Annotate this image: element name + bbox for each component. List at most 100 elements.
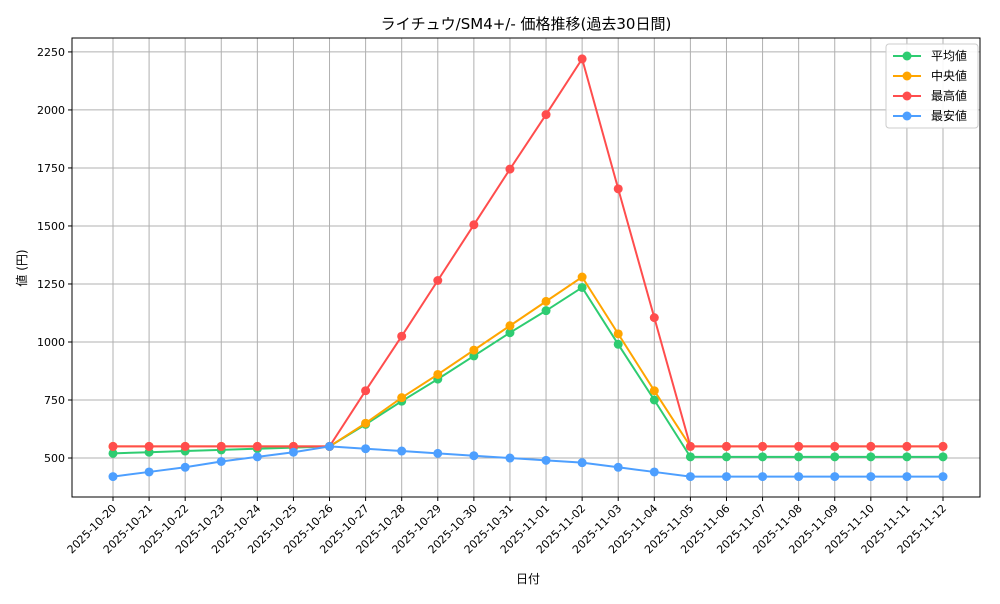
data-point bbox=[180, 441, 190, 451]
data-point bbox=[469, 451, 479, 461]
series-2 bbox=[108, 54, 948, 451]
plot-frame bbox=[71, 37, 981, 498]
data-point bbox=[325, 441, 335, 451]
data-point bbox=[685, 472, 695, 482]
data-point bbox=[649, 313, 659, 323]
data-point bbox=[361, 444, 371, 454]
data-point bbox=[180, 462, 190, 472]
data-point bbox=[216, 456, 226, 466]
data-point bbox=[433, 369, 443, 379]
data-point bbox=[577, 458, 587, 468]
data-point bbox=[938, 452, 948, 462]
data-point bbox=[613, 184, 623, 194]
x-axis-label: 日付 bbox=[516, 572, 540, 586]
legend-marker bbox=[902, 51, 912, 61]
data-point bbox=[108, 441, 118, 451]
y-tick-label: 2000 bbox=[37, 104, 65, 117]
data-point bbox=[902, 452, 912, 462]
data-point bbox=[505, 453, 515, 463]
data-point bbox=[613, 339, 623, 349]
data-point bbox=[577, 282, 587, 292]
y-tick-label: 2250 bbox=[37, 46, 65, 59]
data-point bbox=[758, 452, 768, 462]
data-point bbox=[361, 386, 371, 396]
y-tick-label: 1750 bbox=[37, 162, 65, 175]
data-point bbox=[613, 329, 623, 339]
data-point bbox=[649, 467, 659, 477]
y-tick-label: 1250 bbox=[37, 278, 65, 291]
legend-marker bbox=[902, 111, 912, 121]
series-1 bbox=[108, 272, 948, 451]
data-point bbox=[252, 441, 262, 451]
data-point bbox=[108, 448, 118, 458]
data-point bbox=[397, 446, 407, 456]
data-point bbox=[721, 452, 731, 462]
data-point bbox=[649, 395, 659, 405]
legend-label: 最安値 bbox=[931, 108, 967, 123]
y-tick-label: 500 bbox=[44, 452, 65, 465]
y-tick-label: 1000 bbox=[37, 336, 65, 349]
series-3 bbox=[108, 441, 948, 482]
data-point bbox=[144, 441, 154, 451]
data-point bbox=[144, 467, 154, 477]
series-line bbox=[112, 445, 943, 478]
data-point bbox=[866, 441, 876, 451]
data-point bbox=[794, 452, 804, 462]
data-point bbox=[794, 472, 804, 482]
data-point bbox=[830, 472, 840, 482]
y-axis-label: 値 (円) bbox=[14, 249, 29, 286]
data-point bbox=[541, 110, 551, 120]
data-point bbox=[541, 306, 551, 316]
data-point bbox=[685, 452, 695, 462]
data-point bbox=[758, 472, 768, 482]
data-point bbox=[830, 441, 840, 451]
data-point bbox=[938, 441, 948, 451]
y-tick-label: 1500 bbox=[37, 220, 65, 233]
data-point bbox=[397, 331, 407, 341]
y-tick-label: 750 bbox=[44, 394, 65, 407]
data-point bbox=[577, 272, 587, 282]
data-point bbox=[505, 321, 515, 331]
data-point bbox=[216, 441, 226, 451]
data-point bbox=[397, 393, 407, 403]
data-point bbox=[794, 441, 804, 451]
series-line bbox=[113, 56, 943, 448]
legend-label: 中央値 bbox=[931, 68, 967, 83]
data-point bbox=[541, 296, 551, 306]
data-point bbox=[649, 386, 659, 396]
data-point bbox=[866, 472, 876, 482]
legend-label: 最高値 bbox=[931, 88, 967, 103]
data-point bbox=[361, 418, 371, 428]
data-point bbox=[541, 455, 551, 465]
legend-marker bbox=[902, 91, 912, 101]
data-point bbox=[108, 472, 118, 482]
series-0 bbox=[108, 282, 948, 462]
data-point bbox=[505, 328, 515, 338]
series-line bbox=[112, 286, 943, 458]
data-point bbox=[433, 448, 443, 458]
data-point bbox=[613, 462, 623, 472]
data-point bbox=[433, 275, 443, 285]
series-line bbox=[113, 275, 943, 448]
data-point bbox=[288, 447, 298, 457]
legend-marker bbox=[902, 71, 912, 81]
data-point bbox=[902, 472, 912, 482]
data-point bbox=[469, 220, 479, 230]
data-point bbox=[505, 164, 515, 174]
data-point bbox=[866, 452, 876, 462]
data-point bbox=[577, 54, 587, 64]
data-point bbox=[721, 472, 731, 482]
data-point bbox=[685, 441, 695, 451]
data-point bbox=[469, 345, 479, 355]
chart-title: ライチュウ/SM4+/- 価格推移(過去30日間) bbox=[381, 15, 672, 33]
data-point bbox=[252, 452, 262, 462]
data-point bbox=[938, 472, 948, 482]
legend-label: 平均値 bbox=[931, 48, 967, 63]
data-point bbox=[721, 441, 731, 451]
data-point bbox=[830, 452, 840, 462]
data-point bbox=[902, 441, 912, 451]
legend-box bbox=[885, 43, 979, 129]
